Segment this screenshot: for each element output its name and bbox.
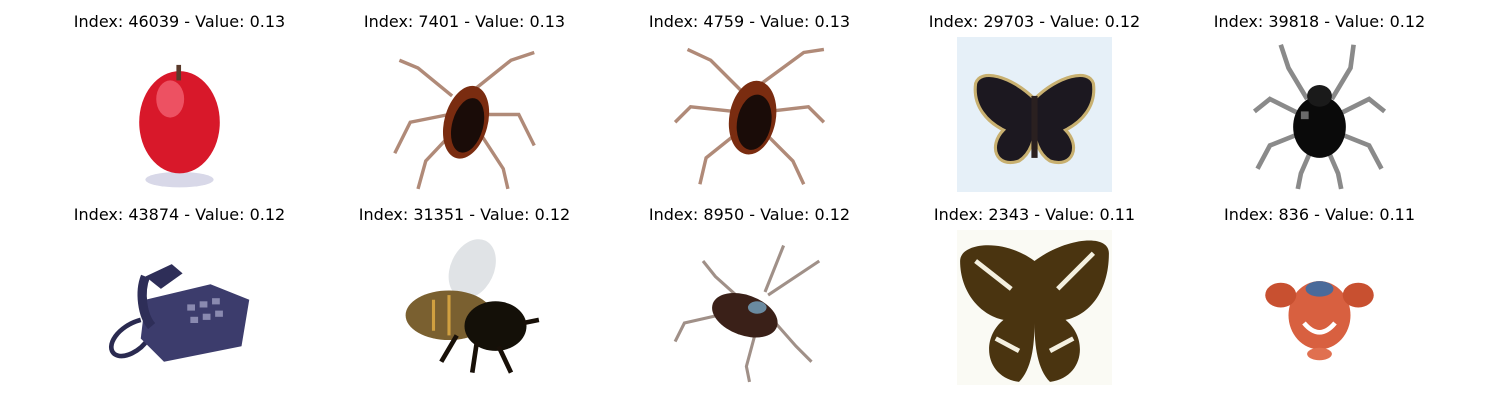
grid-cell-1: Index: 46039 - Value: 0.13 — [37, 12, 322, 202]
bee-icon — [387, 230, 542, 385]
cell-caption: Index: 836 - Value: 0.11 — [1223, 205, 1416, 224]
butterfly-icon — [957, 37, 1112, 192]
apple-icon — [102, 37, 257, 192]
grid-cell-3: Index: 4759 - Value: 0.13 — [607, 12, 892, 202]
grid-cell-5: Index: 39818 - Value: 0.12 — [1177, 12, 1462, 202]
butterfly-icon — [957, 230, 1112, 385]
cell-caption: Index: 7401 - Value: 0.13 — [363, 12, 566, 31]
grid-cell-4: Index: 29703 - Value: 0.12 — [892, 12, 1177, 202]
grid-cell-7: Index: 31351 - Value: 0.12 — [322, 205, 607, 395]
cell-caption: Index: 39818 - Value: 0.12 — [1213, 12, 1426, 31]
cockroach-icon — [672, 230, 827, 385]
grid-cell-9: Index: 2343 - Value: 0.11 — [892, 205, 1177, 395]
crab-icon — [1242, 230, 1397, 385]
cell-caption: Index: 31351 - Value: 0.12 — [358, 205, 571, 224]
cell-caption: Index: 2343 - Value: 0.11 — [933, 205, 1136, 224]
cell-caption: Index: 29703 - Value: 0.12 — [928, 12, 1141, 31]
cell-caption: Index: 43874 - Value: 0.12 — [73, 205, 286, 224]
grid-cell-10: Index: 836 - Value: 0.11 — [1177, 205, 1462, 395]
telephone-icon — [102, 230, 257, 385]
grid-cell-2: Index: 7401 - Value: 0.13 — [322, 12, 607, 202]
cockroach-icon — [387, 37, 542, 192]
cell-caption: Index: 8950 - Value: 0.12 — [648, 205, 851, 224]
cockroach-icon — [672, 37, 827, 192]
beetle-icon — [1242, 37, 1397, 192]
cell-caption: Index: 46039 - Value: 0.13 — [73, 12, 286, 31]
grid-cell-6: Index: 43874 - Value: 0.12 — [37, 205, 322, 395]
cell-caption: Index: 4759 - Value: 0.13 — [648, 12, 851, 31]
grid-cell-8: Index: 8950 - Value: 0.12 — [607, 205, 892, 395]
